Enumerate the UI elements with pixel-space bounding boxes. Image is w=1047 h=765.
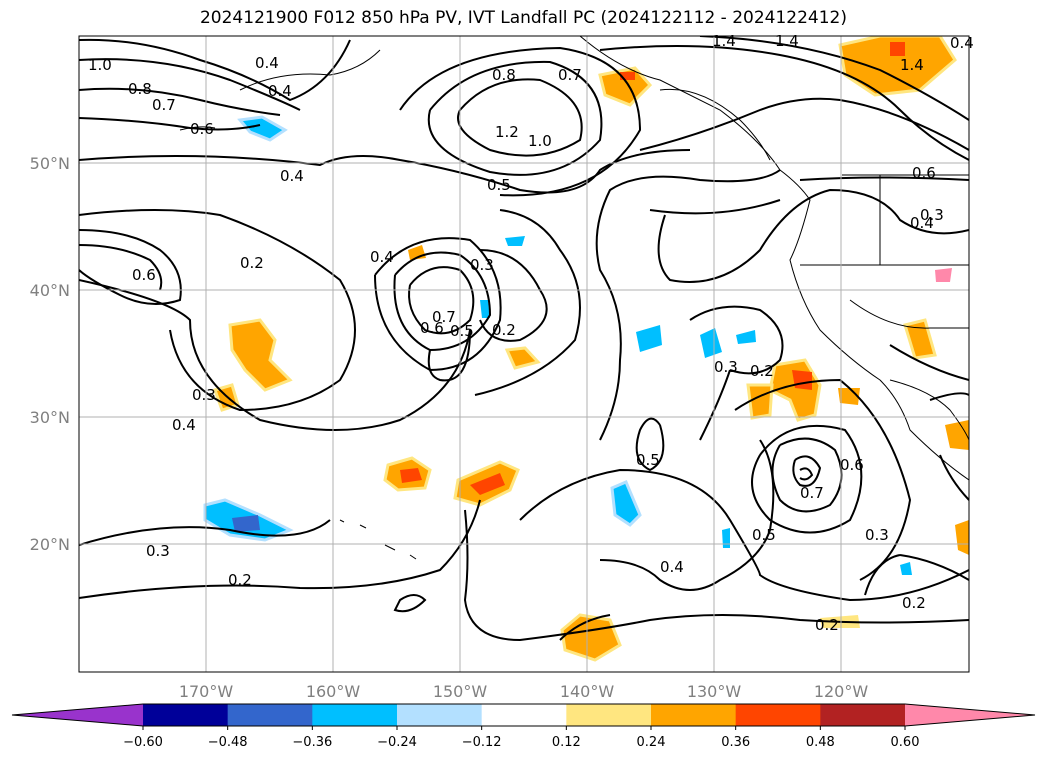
colorbar-tick-label: −0.48 bbox=[208, 735, 248, 750]
contour-label: 0.2 bbox=[240, 254, 264, 272]
lon-label: 150°W bbox=[433, 682, 488, 701]
colorbar: −0.60 −0.48 −0.36 −0.24 −0.12 0.12 0.24 0.36 0.4… bbox=[11, 703, 1036, 750]
contour-label: 0.6 bbox=[132, 266, 156, 284]
colorbar-tick-label: −0.36 bbox=[292, 735, 332, 750]
contour-label: 0.6 bbox=[840, 456, 864, 474]
contour-label: 0.6 bbox=[912, 164, 936, 182]
colorbar-segment bbox=[143, 704, 229, 726]
colorbar-extend-min bbox=[12, 704, 143, 726]
colorbar-tick-label: 0.60 bbox=[891, 735, 920, 750]
lon-label: 140°W bbox=[560, 682, 615, 701]
contour-label: 0.7 bbox=[432, 308, 456, 326]
lat-label: 50°N bbox=[30, 154, 70, 173]
contour-label: 0.8 bbox=[128, 80, 152, 98]
pv-contours bbox=[79, 36, 969, 642]
colorbar-tick-label: 0.48 bbox=[806, 735, 835, 750]
contour-label: 0.4 bbox=[660, 558, 684, 576]
contour-label: 0.7 bbox=[800, 484, 824, 502]
colorbar-segment bbox=[397, 704, 483, 726]
contour-label: 0.5 bbox=[487, 176, 511, 194]
contour-label: 0.2 bbox=[750, 362, 774, 380]
contour-label: 0.4 bbox=[172, 416, 196, 434]
contour-label: 1.4 bbox=[900, 56, 924, 74]
contour-label: 0.4 bbox=[910, 214, 934, 232]
contour-label: 0.4 bbox=[950, 34, 974, 52]
colorbar-extend-max bbox=[905, 704, 1035, 726]
colorbar-segment bbox=[820, 704, 906, 726]
colorbar-tick-label: 0.24 bbox=[637, 735, 666, 750]
longitude-labels: 170°W 160°W 150°W 140°W 130°W 120°W bbox=[179, 682, 869, 701]
contour-label: 0.3 bbox=[865, 526, 889, 544]
contour-label: 0.2 bbox=[228, 571, 252, 589]
gridlines bbox=[79, 36, 969, 672]
colorbar-tick-label: −0.60 bbox=[123, 735, 163, 750]
contour-label: 0.7 bbox=[152, 96, 176, 114]
lon-label: 130°W bbox=[687, 682, 742, 701]
colorbar-segment bbox=[227, 704, 313, 726]
contour-label: 0.3 bbox=[714, 358, 738, 376]
contour-label: 0.2 bbox=[492, 321, 516, 339]
colorbar-tick-label: −0.12 bbox=[462, 735, 502, 750]
contour-label: 1.2 bbox=[495, 123, 519, 141]
contour-label: 0.2 bbox=[815, 616, 839, 634]
lon-label: 170°W bbox=[179, 682, 234, 701]
lon-label: 160°W bbox=[306, 682, 361, 701]
colorbar-segment bbox=[481, 704, 567, 726]
contour-label: 0.4 bbox=[268, 82, 292, 100]
colorbar-tick-label: 0.12 bbox=[552, 735, 581, 750]
colorbar-tick-label: −0.24 bbox=[377, 735, 417, 750]
contour-label: 0.4 bbox=[255, 54, 279, 72]
lon-label: 120°W bbox=[814, 682, 869, 701]
colorbar-segment bbox=[651, 704, 737, 726]
contour-label: 0.3 bbox=[920, 206, 944, 224]
contour-label: 0.4 bbox=[280, 167, 304, 185]
contour-label: 1.0 bbox=[88, 56, 112, 74]
colorbar-segment bbox=[735, 704, 821, 726]
colorbar-segment bbox=[312, 704, 398, 726]
contour-label: 0.3 bbox=[146, 542, 170, 560]
contour-label: 0.5 bbox=[636, 451, 660, 469]
coastlines bbox=[179, 36, 969, 560]
colorbar-segment bbox=[566, 704, 652, 726]
contour-label: 0.4 bbox=[370, 248, 394, 266]
contour-labels: 1.0 0.8 0.7 0.6 0.4 0.4 0.4 0.8 0.7 1.2 … bbox=[88, 32, 974, 634]
contour-label: 0.5 bbox=[752, 526, 776, 544]
contour-label: 0.6 bbox=[420, 319, 444, 337]
contour-label: 0.3 bbox=[470, 256, 494, 274]
contour-label: 0.6 bbox=[190, 120, 214, 138]
lat-label: 40°N bbox=[30, 281, 70, 300]
contour-label: 0.3 bbox=[192, 386, 216, 404]
contour-label: 1.4 bbox=[712, 32, 736, 50]
contour-label: 0.7 bbox=[558, 66, 582, 84]
colorbar-tick-label: 0.36 bbox=[721, 735, 750, 750]
lat-label: 30°N bbox=[30, 408, 70, 427]
contour-label: 1.0 bbox=[528, 132, 552, 150]
contour-label: 0.5 bbox=[450, 322, 474, 340]
map-frame bbox=[78, 35, 970, 673]
latitude-labels: 50°N 40°N 30°N 20°N bbox=[30, 154, 70, 554]
contour-label: 0.8 bbox=[492, 66, 516, 84]
map-title: 2024121900 F012 850 hPa PV, IVT Landfall… bbox=[199, 8, 847, 28]
contour-label: 1.4 bbox=[775, 32, 799, 50]
contour-label: 0.2 bbox=[902, 594, 926, 612]
lat-label: 20°N bbox=[30, 535, 70, 554]
